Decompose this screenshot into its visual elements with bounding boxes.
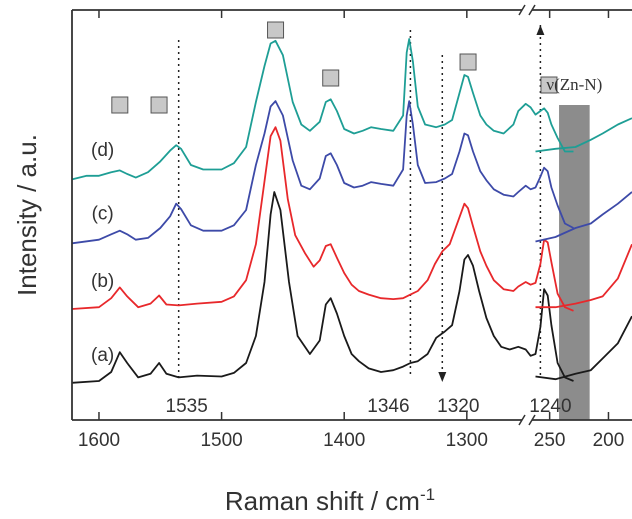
spectrum-b-high: [71, 126, 574, 312]
trace-label-d: (d): [91, 140, 114, 161]
peak-marker-1233: [540, 76, 558, 94]
peak-marker-1551: [150, 96, 168, 114]
x-axis-title-superscript: -1: [420, 485, 435, 504]
x-tick-label-1500: 1500: [200, 430, 242, 451]
spectrum-c-low: [535, 191, 632, 243]
peak-marker-1456: [267, 21, 285, 39]
spectra-layer: [71, 38, 632, 384]
x-tick-label-250: 250: [534, 430, 566, 451]
arrow-up-1240: [536, 25, 545, 35]
reference-lines-layer: [177, 25, 545, 382]
axis-break-mark-1-b: [528, 4, 536, 16]
annotation-label-1535: 1535: [166, 396, 208, 417]
axis-break-mark-1-a: [518, 4, 526, 16]
annotation-label-1346: 1346: [367, 396, 409, 417]
axis-break-mark-0-b: [528, 414, 536, 426]
x-axis-title-text: Raman shift / cm: [225, 486, 420, 516]
trace-label-a: (a): [91, 345, 114, 366]
zn-n-band: [559, 105, 590, 420]
axis-break-mark-0-a: [518, 414, 526, 426]
spectrum-a-low: [535, 315, 632, 381]
x-tick-label-1400: 1400: [323, 430, 365, 451]
x-axis-title: Raman shift / cm-1: [225, 485, 435, 516]
x-tick-label-1300: 1300: [446, 430, 488, 451]
trace-label-b: (b): [91, 271, 114, 292]
spectrum-d-high: [71, 38, 574, 181]
band-layer: [559, 105, 590, 420]
spectrum-b-low: [535, 243, 632, 309]
x-tick-label-1600: 1600: [78, 430, 120, 451]
spectrum-d-low: [535, 117, 632, 153]
peak-marker-1583: [111, 96, 129, 114]
spectrum-c-high: [71, 100, 574, 245]
annotation-label-1240: 1240: [529, 396, 571, 417]
peak-markers-layer: [111, 21, 558, 114]
trace-label-c: (c): [92, 204, 114, 225]
x-tick-label-200: 200: [593, 430, 625, 451]
spectrum-a-high: [71, 191, 574, 384]
y-axis-title: Intensity / a.u.: [12, 134, 42, 296]
peak-marker-1411: [322, 69, 340, 87]
labels-layer: ν(Zn-N) (a) (b) (c) (d) 1535 1346 1320 1240 1600 1…: [12, 75, 624, 516]
annotation-label-1320: 1320: [437, 396, 479, 417]
peak-marker-1299: [459, 53, 477, 71]
zn-n-band-label: ν(Zn-N): [546, 75, 602, 94]
arrow-down-1320: [438, 372, 447, 382]
axes-layer: [71, 4, 632, 426]
